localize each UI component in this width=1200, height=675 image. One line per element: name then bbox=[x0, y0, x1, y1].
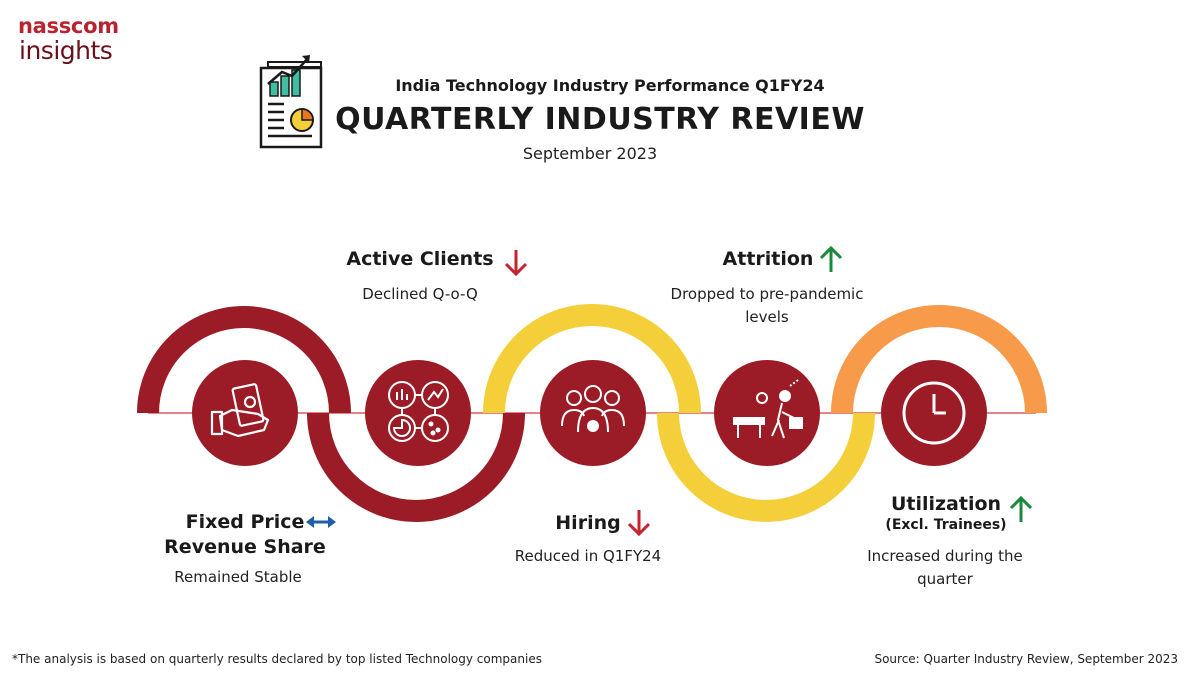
fixed-price-desc: Remained Stable bbox=[174, 568, 302, 586]
fixed-price-title-line2: Revenue Share bbox=[164, 536, 326, 558]
logo-subtext: insights bbox=[19, 36, 113, 65]
utilization-desc-line1: Increased during the bbox=[867, 547, 1023, 565]
node-circle-hiring bbox=[540, 360, 646, 466]
clock-icon bbox=[902, 381, 966, 445]
wave-arc-1 bbox=[137, 306, 351, 414]
source-note: Source: Quarter Industry Review, Septemb… bbox=[874, 652, 1178, 666]
report-subtitle: India Technology Industry Performance Q1… bbox=[395, 76, 825, 95]
utilization-up-arrow-icon bbox=[1009, 495, 1033, 522]
page-title: QUARTERLY INDUSTRY REVIEW bbox=[335, 102, 865, 137]
hiring-title: Hiring bbox=[555, 512, 621, 534]
wave-arc-2 bbox=[307, 412, 525, 522]
logo-wordmark: nasscom bbox=[18, 14, 119, 38]
utilization-subtitle: (Excl. Trainees) bbox=[885, 517, 1007, 533]
utilization-desc-line2: quarter bbox=[917, 570, 973, 588]
team-icon bbox=[561, 385, 625, 433]
report-date: September 2023 bbox=[522, 144, 658, 163]
wave-arc-4 bbox=[657, 412, 875, 522]
attrition-up-arrow-icon bbox=[819, 245, 843, 272]
footnote: *The analysis is based on quarterly resu… bbox=[12, 652, 542, 666]
hiring-desc: Reduced in Q1FY24 bbox=[514, 547, 662, 565]
fixed-price-title-line1: Fixed Price bbox=[185, 511, 305, 533]
node-circle-attrition bbox=[714, 360, 820, 466]
fixed-price-stable-arrow-icon bbox=[306, 516, 336, 528]
attrition-title: Attrition bbox=[722, 248, 814, 270]
leaving-employee-icon bbox=[733, 379, 803, 439]
attrition-desc-line1: Dropped to pre-pandemic bbox=[670, 285, 864, 303]
report-chart-icon bbox=[259, 55, 323, 149]
wave-arc-5 bbox=[831, 305, 1047, 414]
utilization-title: Utilization bbox=[890, 493, 1002, 515]
node-circle-active-clients bbox=[365, 360, 471, 466]
active-clients-title: Active Clients bbox=[346, 248, 494, 270]
hiring-down-arrow-icon bbox=[627, 510, 651, 537]
active-clients-desc: Declined Q-o-Q bbox=[362, 285, 478, 303]
attrition-desc-line2: levels bbox=[745, 308, 789, 326]
analytics-icon bbox=[388, 381, 449, 442]
wave-arc-3 bbox=[483, 304, 701, 414]
money-hand-icon bbox=[210, 383, 270, 438]
active-clients-down-arrow-icon bbox=[504, 250, 528, 277]
